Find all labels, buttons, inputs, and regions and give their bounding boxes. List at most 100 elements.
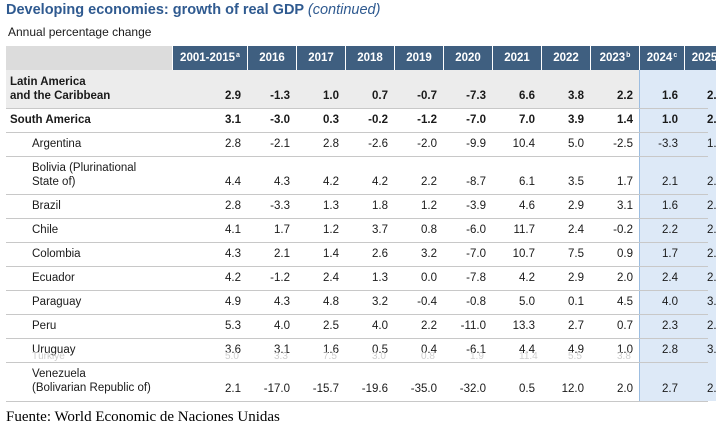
row-label: Chile bbox=[32, 223, 58, 237]
table-row: Paraguay 4.9 4.3 4.8 3.2 -0.4 -0.8 5.0 0.1 4.5 4.0… bbox=[6, 290, 716, 314]
value-cell: 1.4 bbox=[617, 114, 633, 126]
value-cell: 1.2 bbox=[323, 224, 339, 236]
value-cell: 2.5 bbox=[707, 176, 716, 188]
value-cell: 13.3 bbox=[512, 320, 535, 332]
table-row: Venezuela (Bolivarian Republic of) 2.1 -17.… bbox=[6, 362, 716, 401]
column-header-label: 2025 bbox=[691, 52, 716, 64]
value-cell: 1.7 bbox=[274, 224, 290, 236]
value-cell: -9.9 bbox=[466, 138, 486, 150]
value-cell: 1.8 bbox=[707, 138, 716, 150]
value-cell: 2.8 bbox=[323, 138, 339, 150]
ghost-row-value: 3.0 bbox=[372, 351, 386, 362]
value-cell: 5.0 bbox=[519, 296, 535, 308]
value-cell: -3.0 bbox=[270, 114, 290, 126]
value-cell: 2.5 bbox=[707, 320, 716, 332]
value-cell: 1.3 bbox=[372, 272, 388, 284]
value-cell: -3.3 bbox=[658, 138, 678, 150]
value-cell: -7.0 bbox=[466, 114, 486, 126]
value-cell: 2.8 bbox=[662, 344, 678, 356]
value-cell: 2.5 bbox=[323, 320, 339, 332]
column-header: 2018 bbox=[346, 46, 394, 70]
value-cell: 2.3 bbox=[707, 114, 716, 126]
value-cell: -0.7 bbox=[417, 90, 437, 102]
value-cell: 0.0 bbox=[421, 272, 437, 284]
column-header-label: 2001-2015 bbox=[180, 52, 236, 64]
ghost-row-value: 7.5 bbox=[323, 351, 337, 362]
value-cell: 1.0 bbox=[323, 90, 339, 102]
projection-divider bbox=[639, 70, 640, 401]
value-cell: 1.8 bbox=[372, 200, 388, 212]
value-cell: -3.3 bbox=[270, 200, 290, 212]
value-cell: 2.4 bbox=[323, 272, 339, 284]
value-cell: 2.1 bbox=[225, 383, 241, 395]
value-cell: 2.2 bbox=[421, 320, 437, 332]
column-header-label: 2016 bbox=[259, 52, 285, 64]
value-cell: 2.8 bbox=[707, 383, 716, 395]
value-cell: 2.2 bbox=[662, 224, 678, 236]
value-cell: -17.0 bbox=[263, 383, 290, 395]
value-cell: 1.6 bbox=[662, 90, 678, 102]
value-cell: 2.3 bbox=[707, 90, 716, 102]
table-row: Peru 5.3 4.0 2.5 4.0 2.2 -11.0 13.3 2.7 0.7 2.3 2.5 bbox=[6, 314, 716, 338]
row-label: Brazil bbox=[32, 199, 61, 213]
row-separator bbox=[6, 108, 708, 109]
value-cell: 1.0 bbox=[617, 344, 633, 356]
table-row: Bolivia (Plurinational State of) 4.4 4.3 4.2… bbox=[6, 156, 716, 194]
value-cell: 7.5 bbox=[568, 248, 584, 260]
row-label-line: Latin America bbox=[10, 76, 86, 88]
ghost-row-value: 11.4 bbox=[519, 351, 538, 362]
value-cell: 3.2 bbox=[421, 248, 437, 260]
value-cell: 4.8 bbox=[323, 296, 339, 308]
value-cell: 1.6 bbox=[323, 344, 339, 356]
value-cell: 1.7 bbox=[617, 176, 633, 188]
row-label: Venezuela (Bolivarian Republic of) bbox=[32, 367, 151, 395]
row-separator bbox=[6, 314, 708, 315]
ghost-row-value: 0.8 bbox=[421, 351, 435, 362]
value-cell: -32.0 bbox=[459, 383, 486, 395]
value-cell: -0.2 bbox=[613, 224, 633, 236]
value-cell: 3.1 bbox=[225, 114, 241, 126]
row-label-line: Peru bbox=[32, 320, 57, 332]
column-header: 2020 bbox=[444, 46, 492, 70]
ghost-row-value: 1.9 bbox=[470, 351, 484, 362]
value-cell: 2.4 bbox=[662, 272, 678, 284]
value-cell: -0.2 bbox=[368, 114, 388, 126]
value-cell: 3.9 bbox=[568, 114, 584, 126]
value-cell: 4.9 bbox=[225, 296, 241, 308]
value-cell: 6.6 bbox=[519, 90, 535, 102]
column-header: 2017 bbox=[297, 46, 345, 70]
value-cell: 3.5 bbox=[707, 296, 716, 308]
value-cell: 3.8 bbox=[568, 90, 584, 102]
value-cell: -2.0 bbox=[417, 138, 437, 150]
value-cell: 2.3 bbox=[662, 320, 678, 332]
value-cell: 3.0 bbox=[707, 344, 716, 356]
gdp-table: 2001-2015 a 2016 2017 2018 2019 2020 2021 2022 20… bbox=[6, 46, 716, 402]
value-cell: 4.0 bbox=[274, 320, 290, 332]
value-cell: 2.0 bbox=[617, 272, 633, 284]
value-cell: -2.5 bbox=[613, 138, 633, 150]
ghost-row-value: 3.3 bbox=[274, 351, 288, 362]
value-cell: -0.4 bbox=[417, 296, 437, 308]
column-header: 2019 bbox=[395, 46, 443, 70]
value-cell: 0.8 bbox=[421, 224, 437, 236]
value-cell: 2.6 bbox=[372, 248, 388, 260]
value-cell: 4.2 bbox=[225, 272, 241, 284]
column-header: 2016 bbox=[248, 46, 296, 70]
row-separator bbox=[6, 132, 708, 133]
value-cell: 0.3 bbox=[323, 114, 339, 126]
value-cell: 12.0 bbox=[561, 383, 584, 395]
value-cell: 11.7 bbox=[513, 224, 535, 236]
value-cell: 3.5 bbox=[568, 176, 584, 188]
ghost-row-value: 5.5 bbox=[568, 351, 582, 362]
row-separator bbox=[6, 266, 708, 267]
column-header-footnote: b bbox=[626, 51, 631, 59]
value-cell: 3.2 bbox=[372, 296, 388, 308]
value-cell: 1.6 bbox=[662, 200, 678, 212]
value-cell: 0.1 bbox=[568, 296, 584, 308]
value-cell: 1.0 bbox=[662, 114, 678, 126]
value-cell: -6.1 bbox=[466, 344, 486, 356]
value-cell: 2.9 bbox=[225, 90, 241, 102]
row-separator bbox=[6, 290, 708, 291]
value-cell: 4.6 bbox=[519, 200, 535, 212]
value-cell: 2.7 bbox=[568, 320, 584, 332]
